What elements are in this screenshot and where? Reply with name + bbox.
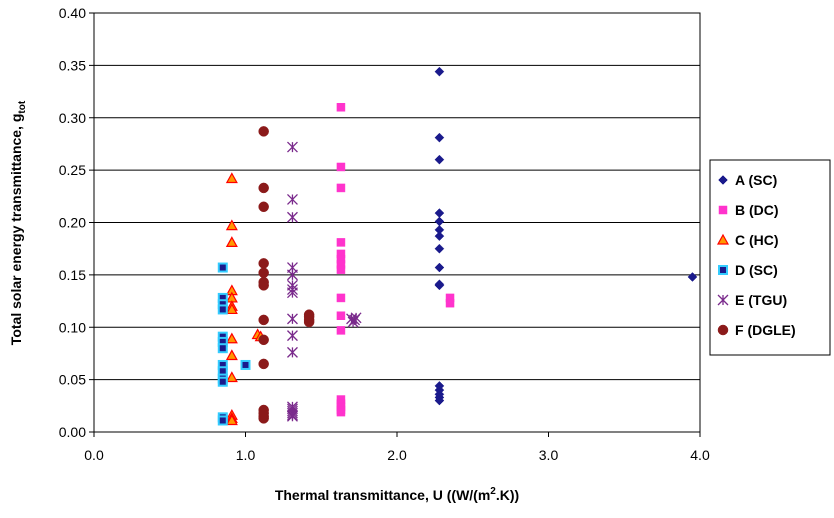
point-e-tgu (287, 193, 298, 205)
legend-marker (718, 265, 728, 275)
point-d-sc (217, 304, 228, 315)
legend-label: F (DGLE) (735, 322, 796, 338)
point-f-dgle (258, 126, 269, 137)
point-e-tgu (287, 330, 298, 342)
legend-box (709, 159, 831, 356)
point-c-hc (225, 349, 238, 361)
y-tick-label: 0.35 (59, 57, 86, 73)
y-axis-ticks: 0.00 0.05 0.10 0.15 0.20 0.25 0.30 0.35 0.40 (59, 5, 94, 440)
point-b-dc (336, 407, 346, 417)
legend-marker (718, 175, 728, 185)
legend-label: E (TGU) (735, 292, 787, 308)
legend-marker (717, 294, 729, 306)
point-a-sc (434, 243, 445, 254)
legend-marker (717, 324, 729, 336)
y-tick-label: 0.25 (59, 162, 86, 178)
point-d-sc (217, 415, 228, 426)
point-d-sc (217, 376, 228, 387)
point-a-sc (434, 154, 445, 165)
point-f-dgle (303, 316, 315, 328)
point-e-tgu (287, 269, 298, 281)
point-a-sc (434, 262, 445, 273)
point-e-tgu (350, 312, 362, 324)
point-c-hc (225, 303, 238, 315)
legend-label: C (HC) (735, 232, 779, 248)
y-tick-label: 0.40 (59, 5, 86, 21)
y-tick-label: 0.05 (59, 372, 86, 388)
point-a-sc (434, 231, 445, 241)
point-b-dc (336, 162, 346, 172)
point-a-sc (434, 395, 445, 406)
x-tick-label: 2.0 (387, 447, 407, 463)
x-tick-label: 1.0 (236, 447, 256, 463)
point-a-sc (687, 272, 698, 282)
point-f-dgle (258, 280, 269, 291)
point-f-dgle (258, 201, 269, 213)
x-tick-label: 3.0 (539, 447, 559, 463)
point-c-hc (225, 236, 238, 248)
point-a-sc (434, 279, 445, 290)
point-f-dgle (258, 314, 269, 326)
legend-marker (716, 233, 730, 245)
legend-label: B (DC) (735, 202, 779, 218)
point-c-hc (225, 332, 238, 344)
y-tick-label: 0.10 (59, 319, 86, 335)
point-e-tgu (287, 141, 298, 153)
point-b-dc (336, 326, 346, 335)
y-tick-label: 0.30 (59, 110, 86, 126)
point-b-dc (336, 238, 346, 247)
legend-label: D (SC) (735, 262, 778, 278)
x-tick-label: 0.0 (84, 447, 104, 463)
point-c-hc (225, 172, 238, 184)
x-tick-label: 4.0 (690, 447, 710, 463)
point-f-dgle (258, 182, 269, 194)
point-f-dgle (258, 413, 269, 424)
point-a-sc (434, 66, 445, 77)
point-e-tgu (287, 287, 298, 299)
point-b-dc (336, 265, 346, 274)
gridlines (94, 12, 700, 433)
point-a-sc (434, 216, 445, 227)
point-c-hc (225, 414, 238, 426)
point-d-sc (217, 262, 228, 273)
data-points (217, 66, 698, 426)
point-b-dc (336, 293, 346, 303)
point-e-tgu (287, 313, 298, 325)
legend: A (SC) B (DC) C (HC) D (SC) E (TGU) F (DGLE) (709, 159, 831, 356)
x-axis-ticks: 0.0 1.0 2.0 3.0 4.0 (84, 432, 710, 463)
point-c-hc (225, 219, 238, 231)
legend-marker (718, 205, 728, 215)
point-e-tgu (287, 346, 298, 358)
y-axis-title: Total solar energy transmittance, gtot (8, 100, 28, 345)
point-b-dc (336, 183, 346, 193)
y-tick-label: 0.20 (59, 215, 86, 231)
point-e-tgu (287, 410, 298, 422)
point-a-sc (434, 132, 445, 143)
point-f-dgle (258, 267, 269, 279)
point-c-hc (225, 371, 238, 383)
point-f-dgle (258, 334, 269, 346)
y-tick-label: 0.15 (59, 267, 86, 283)
point-b-dc (445, 298, 455, 308)
point-f-dgle (258, 258, 269, 269)
point-f-dgle (258, 358, 269, 370)
point-a-sc (434, 208, 445, 218)
point-d-sc (240, 359, 251, 370)
x-axis-title: Thermal transmittance, U ((W/(m2.K)) (275, 486, 519, 503)
point-e-tgu (287, 211, 298, 223)
y-tick-label: 0.00 (59, 424, 86, 440)
point-b-dc (336, 311, 346, 320)
point-d-sc (217, 343, 228, 354)
legend-label: A (SC) (735, 172, 777, 188)
point-b-dc (336, 103, 346, 112)
